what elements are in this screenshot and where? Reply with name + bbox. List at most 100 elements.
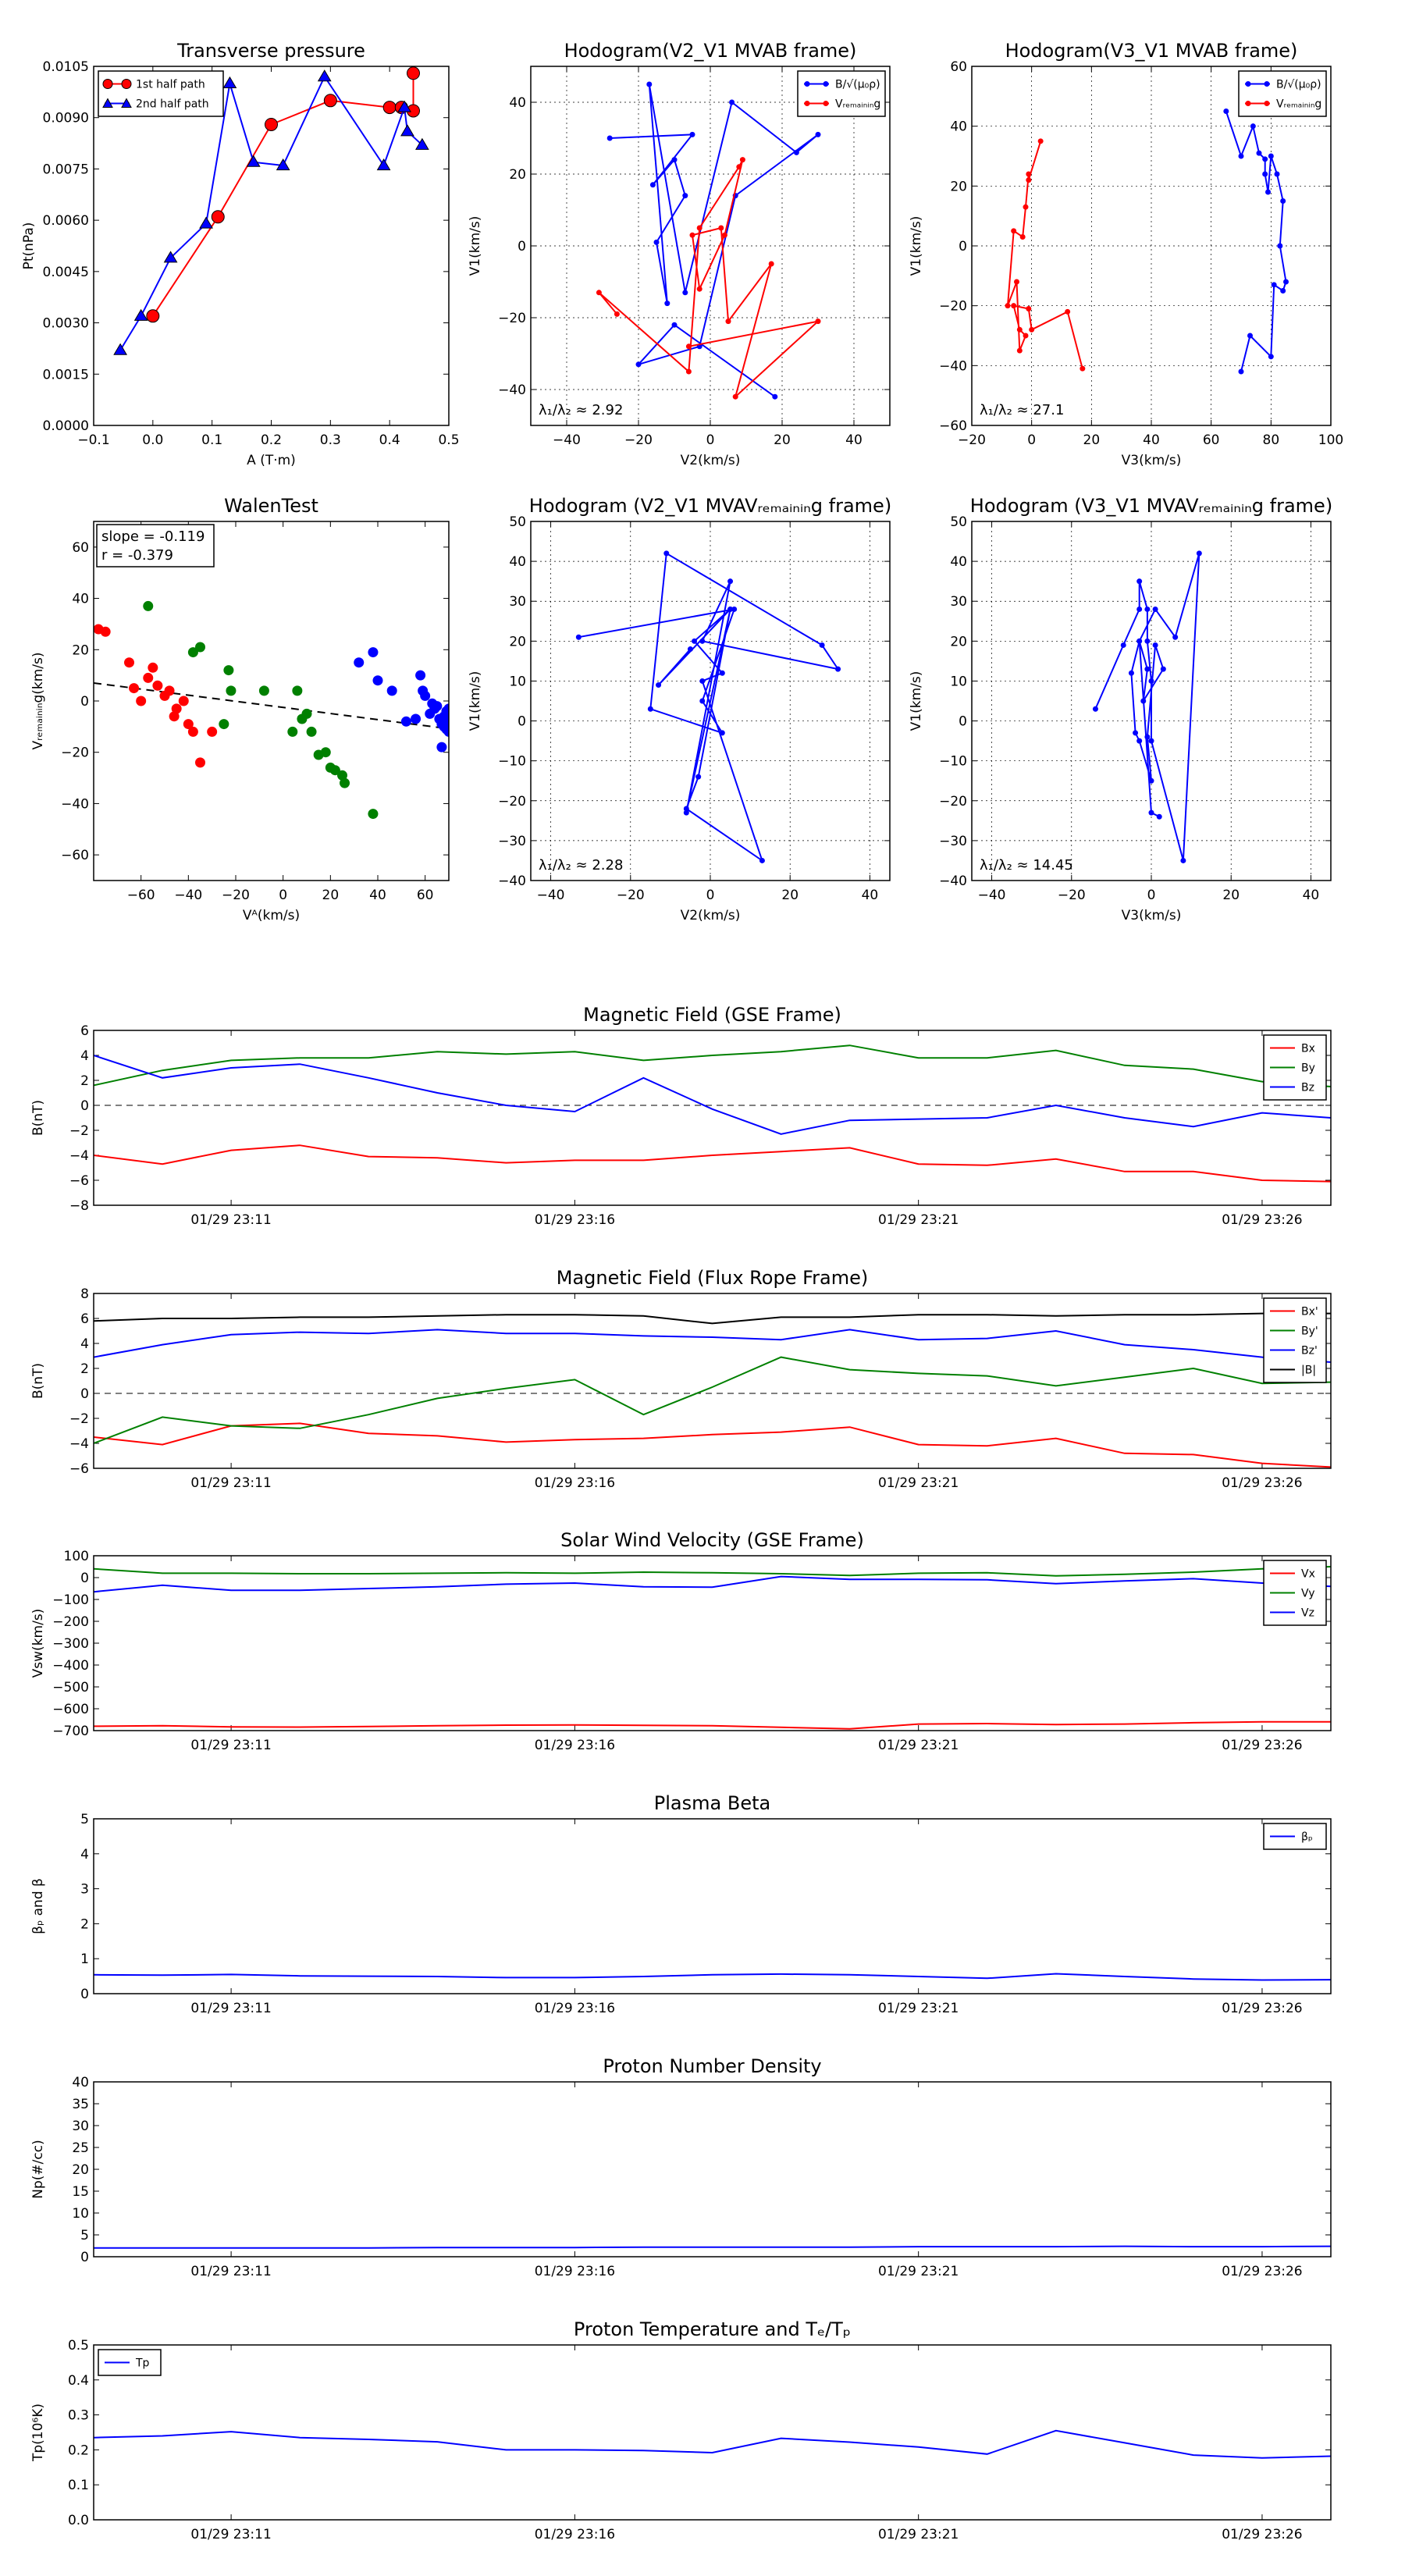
y-tick-label: 20: [509, 634, 526, 649]
data-point: [696, 225, 702, 231]
legend-marker: [823, 101, 829, 106]
x-tick-label: 0: [1027, 432, 1036, 448]
legend-box: [1238, 70, 1327, 117]
data-point: [1156, 813, 1162, 820]
series-line-0: [94, 1973, 1331, 1981]
y-tick-label: −30: [939, 834, 967, 849]
data-point: [725, 318, 731, 325]
legend-box: [1263, 1297, 1327, 1383]
panel-p10: Plasma Beta 01/29 23:11 01/29 23:16 01/29 2…: [30, 1792, 1332, 2016]
x-tick-label: 01/29 23:26: [1222, 1738, 1302, 1753]
axes-frame: [93, 2344, 1332, 2521]
axes-frame: [93, 66, 450, 426]
y-tick-label: 4: [80, 1048, 89, 1064]
series-line-1: [119, 75, 423, 351]
y-axis-label: B(nT): [30, 1363, 46, 1399]
y-tick-label: 30: [509, 594, 526, 610]
legend-label: Tp: [135, 2357, 150, 2370]
data-point: [699, 638, 706, 644]
data-point: [146, 309, 160, 323]
data-point: [1277, 243, 1283, 249]
data-point: [772, 393, 778, 400]
data-point: [1136, 638, 1143, 644]
y-tick-label: 8: [80, 1286, 89, 1302]
y-tick-label: −20: [939, 299, 967, 315]
legend-label: Bx: [1301, 1043, 1315, 1055]
legend: Tp: [98, 2349, 162, 2376]
annotation-text: λ₁/λ₂ ≈ 14.45: [980, 857, 1073, 873]
legend: Bx By Bz: [1263, 1034, 1327, 1101]
data-point: [287, 726, 298, 737]
data-point: [1256, 150, 1262, 156]
x-tick-label: 0: [706, 432, 715, 448]
x-tick-label: 0.2: [261, 432, 282, 448]
y-tick-label: 40: [509, 95, 526, 111]
y-tick-label: 0.1: [68, 2478, 89, 2493]
data-point: [1136, 578, 1143, 585]
y-tick-label: 0: [959, 714, 967, 730]
data-point: [614, 311, 620, 317]
series-line-2: [94, 1575, 1331, 1593]
data-point: [219, 719, 229, 730]
y-tick-label: −600: [52, 1702, 89, 1717]
y-tick-label: −10: [939, 754, 967, 770]
data-point: [354, 657, 365, 668]
y-axis-label: V1(km/s): [468, 216, 483, 276]
legend-marker: [804, 81, 810, 87]
data-point: [646, 81, 653, 87]
data-point: [323, 94, 337, 108]
data-point: [1133, 730, 1139, 736]
data-point: [1274, 171, 1280, 177]
x-tick-label: 40: [1303, 888, 1320, 903]
x-tick-label: 0.0: [142, 432, 163, 448]
plot-area: [94, 2245, 1331, 2249]
data-point: [211, 210, 225, 224]
data-point: [1250, 123, 1256, 130]
panel-p4: WalenTest −60 −40 −20 0 20 40 60 −60 −40 −20 0 20 40 6…: [30, 495, 450, 923]
x-axis-label: V3(km/s): [1122, 453, 1182, 468]
y-tick-label: −40: [498, 873, 526, 889]
legend-marker: [823, 81, 829, 87]
data-point: [671, 322, 678, 328]
x-axis-label: V2(km/s): [681, 453, 741, 468]
data-point: [443, 703, 449, 714]
series-line-2: [94, 1055, 1331, 1135]
x-tick-label: 0: [706, 888, 715, 903]
series-line-0: [1225, 111, 1287, 372]
data-point: [187, 647, 198, 658]
data-point: [759, 857, 765, 863]
y-tick-label: 40: [509, 554, 526, 570]
y-tick-label: 0.0000: [43, 418, 89, 434]
chart-title: Solar Wind Velocity (GSE Frame): [560, 1529, 864, 1551]
data-point: [199, 216, 213, 229]
x-tick-label: 0: [279, 888, 287, 903]
chart-title: Hodogram (V3_V1 MVAVᵣₑₘₐᵢₙᵢₙg frame): [970, 495, 1332, 517]
plot-area: [94, 1312, 1331, 1468]
y-tick-label: 20: [509, 167, 526, 183]
y-tick-label: −10: [498, 754, 526, 770]
data-point: [732, 393, 738, 400]
x-axis-label: A (T·m): [247, 453, 296, 468]
x-tick-label: 0.4: [379, 432, 400, 448]
series-line-0: [1094, 553, 1200, 861]
y-tick-label: 40: [950, 119, 967, 135]
data-point: [1148, 777, 1154, 784]
data-point: [443, 711, 449, 722]
plot-area: [1092, 550, 1202, 863]
chart-title: Transverse pressure: [176, 40, 365, 62]
x-tick-label: 01/29 23:26: [1222, 2527, 1302, 2542]
data-point: [606, 135, 613, 141]
chart-title: Magnetic Field (GSE Frame): [583, 1004, 841, 1026]
y-tick-label: −40: [939, 358, 967, 374]
y-tick-label: −40: [61, 796, 89, 812]
y-tick-label: −30: [498, 834, 526, 849]
data-point: [223, 665, 234, 676]
y-tick-label: 0.0: [68, 2513, 89, 2528]
data-point: [407, 66, 420, 80]
y-tick-label: 0.0060: [43, 213, 89, 229]
data-point: [1144, 638, 1151, 644]
x-axis-label: Vᴬ(km/s): [243, 908, 300, 923]
y-tick-label: −20: [498, 311, 526, 326]
data-point: [1019, 234, 1026, 240]
